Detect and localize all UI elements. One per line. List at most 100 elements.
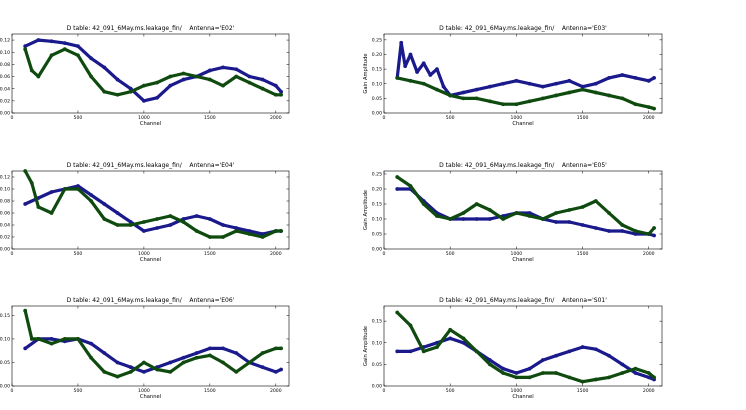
- data-point: [279, 367, 283, 372]
- data-point: [646, 375, 651, 380]
- series-line-2: [23, 171, 283, 239]
- data-point: [488, 217, 492, 221]
- data-point: [273, 92, 278, 97]
- data-point: [435, 345, 439, 349]
- data-point: [194, 229, 199, 233]
- data-point: [461, 96, 466, 101]
- x-tick-label: 1500: [204, 115, 216, 121]
- x-tick-label: 2000: [270, 115, 282, 121]
- data-point: [607, 375, 611, 380]
- data-point: [461, 336, 466, 341]
- chart-title: D table: 42_091_6May.ms.leakage_fin/ Ant…: [67, 162, 235, 169]
- x-axis-label: Channel: [512, 257, 533, 263]
- data-point: [593, 226, 598, 230]
- data-point: [221, 83, 225, 88]
- data-point: [207, 353, 212, 358]
- y-axis-label: Gain Amplitude: [363, 326, 369, 366]
- data-point: [115, 211, 120, 215]
- chart-title: D table: 42_091_6May.ms.leakage_fin/ Ant…: [67, 297, 235, 304]
- x-tick-label: 2000: [270, 251, 282, 257]
- data-point: [607, 229, 611, 233]
- data-point: [501, 371, 506, 375]
- x-tick-label: 0: [383, 115, 386, 121]
- data-point: [652, 75, 656, 80]
- y-tick-label: 0.02: [0, 98, 10, 104]
- data-point: [527, 81, 532, 86]
- data-point: [89, 193, 94, 197]
- x-axis-label: Channel: [512, 121, 533, 127]
- y-tick-label: 0.10: [372, 217, 382, 223]
- data-point: [395, 75, 400, 80]
- data-point: [89, 74, 94, 79]
- y-tick-label: 0.08: [0, 62, 10, 68]
- data-point: [593, 199, 598, 203]
- data-point: [194, 214, 199, 218]
- data-point: [593, 90, 598, 95]
- data-point: [567, 375, 572, 380]
- x-tick-label: 1000: [511, 388, 523, 394]
- data-point: [29, 337, 34, 341]
- data-point: [247, 232, 252, 236]
- data-point: [221, 65, 225, 70]
- x-tick-label: 1000: [138, 388, 150, 394]
- data-point: [580, 87, 585, 92]
- y-tick-label: 0.00: [0, 384, 10, 390]
- data-point: [501, 102, 506, 107]
- data-point: [554, 220, 558, 224]
- data-point: [554, 211, 558, 215]
- data-point: [207, 217, 212, 221]
- data-point: [580, 205, 585, 209]
- data-point: [580, 84, 585, 89]
- data-point: [488, 84, 492, 89]
- data-point: [89, 56, 94, 61]
- data-point: [181, 220, 186, 224]
- data-point: [399, 40, 404, 45]
- data-point: [221, 223, 225, 227]
- y-tick-label: 0.10: [0, 337, 10, 343]
- data-point: [49, 39, 54, 44]
- data-point: [247, 360, 252, 365]
- chart-title: D table: 42_091_6May.ms.leakage_fin/ Ant…: [439, 297, 607, 304]
- data-point: [207, 68, 212, 73]
- series-line-2: [23, 47, 283, 97]
- data-point: [527, 99, 532, 104]
- data-point: [554, 353, 558, 358]
- x-tick-label: 1000: [511, 251, 523, 257]
- x-tick-label: 1000: [511, 115, 523, 121]
- chart-panel-6: D table: 42_091_6May.ms.leakage_fin/ Ant…: [363, 297, 663, 400]
- data-point: [421, 202, 426, 206]
- data-point: [260, 235, 265, 239]
- x-tick-label: 0: [11, 115, 14, 121]
- data-point: [501, 366, 506, 371]
- data-point: [620, 223, 625, 227]
- x-tick-label: 1500: [204, 251, 216, 257]
- data-point: [155, 367, 159, 372]
- x-tick-label: 1500: [577, 251, 589, 257]
- y-tick-label: 0.06: [0, 74, 10, 80]
- data-point: [435, 67, 439, 72]
- chart-title: D table: 42_091_6May.ms.leakage_fin/ Ant…: [439, 162, 607, 169]
- x-axis-label: Channel: [512, 394, 533, 400]
- data-point: [168, 369, 173, 374]
- data-point: [207, 77, 212, 82]
- data-point: [408, 78, 413, 83]
- data-point: [128, 223, 133, 227]
- data-point: [448, 217, 453, 221]
- data-point: [194, 74, 199, 79]
- data-point: [155, 217, 159, 221]
- data-point: [36, 74, 41, 79]
- data-point: [620, 73, 625, 77]
- data-point: [49, 337, 54, 341]
- data-point: [567, 349, 572, 354]
- plot-frame: [11, 33, 290, 114]
- data-point: [395, 349, 400, 354]
- data-point: [155, 226, 159, 230]
- data-point: [181, 360, 186, 365]
- data-point: [142, 83, 146, 88]
- x-tick-label: 1500: [577, 115, 589, 121]
- y-tick-label: 0.02: [0, 235, 10, 241]
- series-line-2: [23, 309, 283, 379]
- data-point: [62, 47, 67, 52]
- x-tick-label: 500: [446, 251, 455, 257]
